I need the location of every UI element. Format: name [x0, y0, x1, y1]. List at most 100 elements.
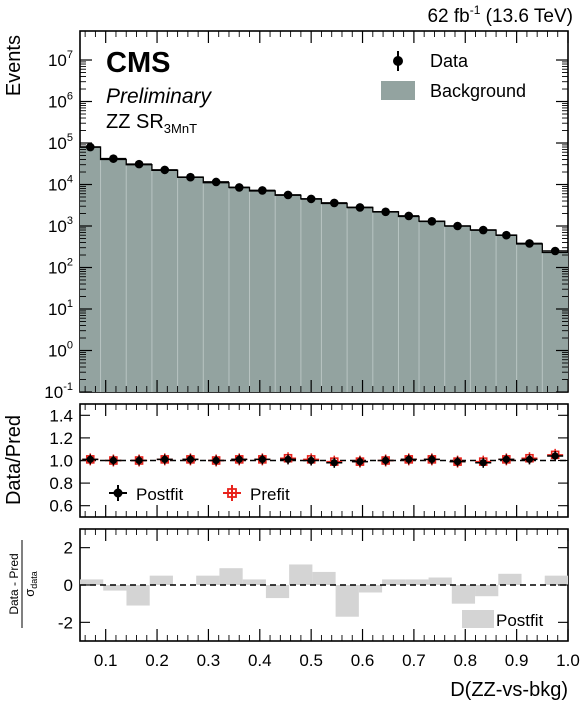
background-bar: [249, 190, 276, 392]
pull-bar: [149, 575, 173, 585]
data-point: [234, 183, 244, 192]
legend-postfit-label: Postfit: [136, 485, 184, 504]
pull-bar: [544, 575, 568, 585]
background-bar: [177, 177, 204, 392]
ratio-y-axis-label: Data/Pred: [3, 415, 25, 505]
legend-data-marker: [393, 56, 403, 66]
y-tick-label: 104: [48, 174, 73, 195]
x-tick-label: 1.0: [556, 651, 580, 670]
x-tick-label: 0.8: [453, 651, 477, 670]
data-point: [427, 216, 437, 226]
postfit-point: [86, 455, 94, 463]
data-point: [381, 207, 390, 217]
x-tick-label: 0.2: [145, 651, 169, 670]
postfit-point: [284, 455, 292, 463]
data-point: [134, 159, 144, 169]
data-point: [186, 172, 195, 182]
postfit-point: [479, 459, 487, 467]
postfit-point: [356, 458, 364, 466]
pull-bar: [382, 579, 406, 585]
main-y-axis-label: Events: [3, 35, 25, 96]
pull-bar: [265, 585, 290, 599]
ratio-y-tick-label: 0.8: [49, 474, 73, 493]
pull-y-ticks: -2 0 2: [58, 539, 568, 632]
postfit-point: [405, 455, 413, 463]
x-tick-label: 0.4: [248, 651, 272, 670]
data-point: [283, 190, 293, 200]
background-bar: [470, 230, 497, 392]
main-y-ticks: 10-1 100 101 102 103 104 105 106 107: [44, 49, 568, 402]
postfit-point: [235, 455, 243, 463]
data-point: [404, 211, 414, 221]
pull-bar: [498, 573, 522, 585]
data-point: [525, 239, 534, 248]
background-bar: [419, 221, 445, 392]
data-point: [355, 203, 365, 212]
ratio-legend: Postfit Prefit: [109, 485, 290, 504]
legend-postfit-marker: [113, 488, 123, 498]
y-tick-label: 101: [48, 298, 73, 319]
data-point: [258, 186, 267, 195]
y-tick-label: 106: [48, 91, 73, 112]
pull-y-tick-label: 2: [64, 539, 73, 558]
pull-bar: [242, 579, 266, 585]
postfit-point: [212, 456, 220, 465]
background-bar: [228, 187, 250, 392]
x-tick-label: 0.9: [505, 651, 529, 670]
data-point: [85, 142, 95, 152]
pull-bar: [80, 579, 104, 585]
pull-y-tick-label: -2: [58, 613, 73, 632]
data-point: [109, 154, 118, 163]
postfit-point: [109, 456, 117, 465]
ratio-y-tick-label: 0.6: [49, 497, 73, 516]
pull-bar: [475, 585, 499, 597]
y-tick-label: 103: [48, 215, 73, 236]
x-tick-label: 0.3: [197, 651, 221, 670]
pull-bar: [126, 585, 150, 606]
cms-label: CMS: [106, 47, 170, 79]
pull-bar: [103, 585, 127, 591]
legend-prefit-label: Prefit: [250, 485, 290, 504]
postfit-point: [428, 455, 436, 463]
ratio-y-tick-label: 1.2: [49, 429, 73, 448]
pull-histogram: [80, 564, 568, 617]
legend-background-label: Background: [430, 81, 526, 101]
background-bar: [203, 182, 229, 392]
background-bar: [151, 170, 178, 392]
postfit-point: [161, 455, 169, 463]
postfit-point: [135, 456, 143, 465]
data-point: [502, 230, 511, 240]
postfit-point: [453, 458, 462, 466]
background-bar: [372, 211, 399, 392]
x-tick-label: 0.1: [94, 651, 118, 670]
pull-bar: [405, 579, 429, 585]
background-bar: [398, 216, 420, 392]
x-tick-label: 0.6: [351, 651, 375, 670]
ratio-points: [80, 448, 568, 468]
pull-bar: [289, 564, 313, 585]
x-tick-label: 0.5: [299, 651, 323, 670]
postfit-point: [502, 455, 510, 463]
pull-y-label-top: Data - Pred: [7, 553, 21, 614]
y-tick-label: 105: [48, 132, 73, 153]
data-point: [329, 198, 339, 208]
y-tick-label: 10-1: [44, 381, 73, 402]
preliminary-label: Preliminary: [106, 85, 213, 108]
x-ticks: 0.1 0.2 0.3 0.4 0.5 0.6 0.7 0.8 0.9 1.0: [84, 31, 580, 670]
background-bar: [275, 195, 301, 392]
background-bar: [100, 159, 127, 392]
pull-y-axis-label: Data - Pred σdata: [7, 540, 39, 628]
legend-background-swatch: [381, 81, 415, 100]
background-bar: [126, 164, 152, 392]
ratio-y-ticks: 0.6 0.8 1.0 1.2 1.4: [49, 406, 568, 516]
main-legend: Data Background: [381, 51, 526, 101]
postfit-point: [330, 459, 338, 467]
postfit-point: [525, 455, 534, 463]
data-points: [80, 142, 568, 256]
bin-separators: [100, 159, 543, 392]
pull-bar: [312, 571, 336, 585]
data-point: [550, 246, 560, 256]
pull-bar: [451, 585, 476, 604]
y-tick-label: 102: [48, 257, 73, 278]
